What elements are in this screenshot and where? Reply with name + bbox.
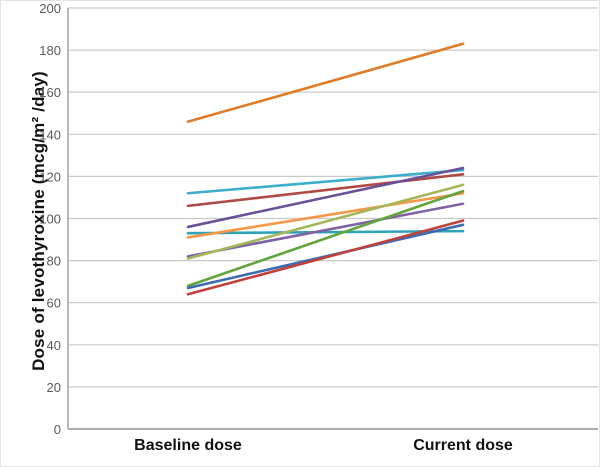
series-line-teal-flat <box>186 229 465 235</box>
y-tick-label-180: 180 <box>39 43 61 58</box>
series-line-olive-green <box>186 183 465 260</box>
series-line-red <box>186 219 465 296</box>
y-tick-label-80: 80 <box>47 254 61 269</box>
y-tick-label-20: 20 <box>47 380 61 395</box>
series-line-light-orange <box>186 191 465 239</box>
series-line-purple <box>186 166 465 229</box>
y-tick-label-40: 40 <box>47 338 61 353</box>
series-line-sky-blue <box>186 168 465 195</box>
series-line-orange-dark <box>186 42 465 123</box>
y-tick-label-60: 60 <box>47 296 61 311</box>
x-category-label-current: Current dose <box>413 437 513 454</box>
series-line-dark-red <box>186 172 465 208</box>
y-tick-label-200: 200 <box>39 1 61 16</box>
y-tick-label-100: 100 <box>39 212 61 227</box>
series-line-medium-purple <box>186 202 465 258</box>
y-tick-label-140: 140 <box>39 127 61 142</box>
y-tick-label-160: 160 <box>39 85 61 100</box>
series-line-grass-green <box>186 189 465 288</box>
y-tick-label-0: 0 <box>54 422 61 437</box>
y-tick-label-120: 120 <box>39 169 61 184</box>
x-category-label-baseline: Baseline dose <box>134 437 242 454</box>
